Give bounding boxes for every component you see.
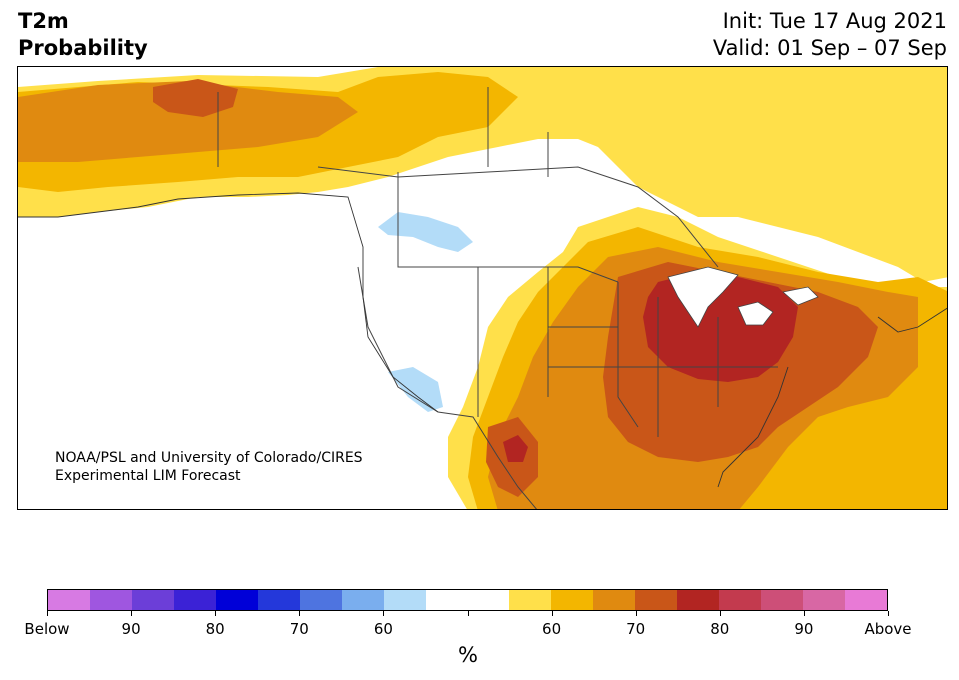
region-dark-orange-alaska: [153, 79, 238, 117]
colorbar-swatch: [719, 590, 762, 610]
colorbar-tick: [383, 611, 385, 616]
region-orange-alaska: [18, 81, 358, 162]
colorbar-tick-label: 90: [121, 620, 141, 638]
colorbar-tick: [635, 611, 637, 616]
map-title: T2m Probability: [18, 8, 148, 62]
colorbar-swatch: [677, 590, 720, 610]
colorbar-tick-label: 70: [289, 620, 309, 638]
borders: [217, 87, 778, 509]
colorbar-swatch: [257, 590, 300, 610]
colorbar-swatch: [509, 590, 552, 610]
credit-line-2: Experimental LIM Forecast: [55, 468, 241, 484]
colorbar-swatch: [551, 590, 594, 610]
colorbar-swatch: [215, 590, 258, 610]
great-lakes: [667, 266, 819, 328]
colorbar-tick: [888, 611, 889, 616]
colorbar-swatch: [593, 590, 636, 610]
colorbar-tick-label: 90: [794, 620, 814, 638]
colorbar-swatch: [761, 590, 804, 610]
credit-text: NOAA/PSL and University of Colorado/CIRE…: [55, 449, 363, 485]
colorbar-swatch: [299, 590, 342, 610]
init-date: Init: Tue 17 Aug 2021: [722, 9, 947, 33]
colorbar-tick: [719, 611, 721, 616]
region-red-texas: [503, 435, 528, 462]
colorbar-tick-label: 60: [373, 620, 393, 638]
colorbar-swatch: [173, 590, 216, 610]
colorbar-tick-label: Above: [864, 620, 912, 638]
colorbar-tick: [803, 611, 805, 616]
colorbar-tick-label: 80: [710, 620, 730, 638]
colorbar-swatch: [425, 590, 468, 610]
probability-map: [17, 66, 948, 510]
colorbar-swatch: [845, 590, 888, 610]
region-light-blue-canada: [378, 212, 473, 252]
colorbar-tick-label: 80: [205, 620, 225, 638]
colorbar-swatch: [803, 590, 846, 610]
colorbar-swatch: [635, 590, 678, 610]
colorbar-swatch: [383, 590, 426, 610]
colorbar-swatch: [131, 590, 174, 610]
colorbar-tick-label: 70: [626, 620, 646, 638]
title-type: Probability: [18, 36, 148, 60]
credit-line-1: NOAA/PSL and University of Colorado/CIRE…: [55, 450, 363, 466]
colorbar-tick: [215, 611, 217, 616]
colorbar-swatch: [341, 590, 384, 610]
colorbar-tick-label: Below: [24, 620, 70, 638]
colorbar-swatch: [89, 590, 132, 610]
colorbar: [47, 589, 888, 611]
colorbar-swatch: [48, 590, 90, 610]
map-svg: [18, 67, 947, 509]
colorbar-unit: %: [458, 643, 478, 667]
title-variable: T2m: [18, 9, 69, 33]
colorbar-tick: [131, 611, 133, 616]
coastlines: [18, 192, 947, 488]
colorbar-tick: [467, 611, 469, 616]
colorbar-tick: [551, 611, 553, 616]
colorbar-tick: [299, 611, 301, 616]
colorbar-tick: [47, 611, 48, 616]
valid-range: Valid: 01 Sep – 07 Sep: [712, 36, 947, 60]
colorbar-swatch: [467, 590, 510, 610]
colorbar-tick-label: 60: [542, 620, 562, 638]
region-light-blue-southwest: [388, 367, 443, 412]
forecast-dates: Init: Tue 17 Aug 2021 Valid: 01 Sep – 07…: [713, 8, 947, 62]
